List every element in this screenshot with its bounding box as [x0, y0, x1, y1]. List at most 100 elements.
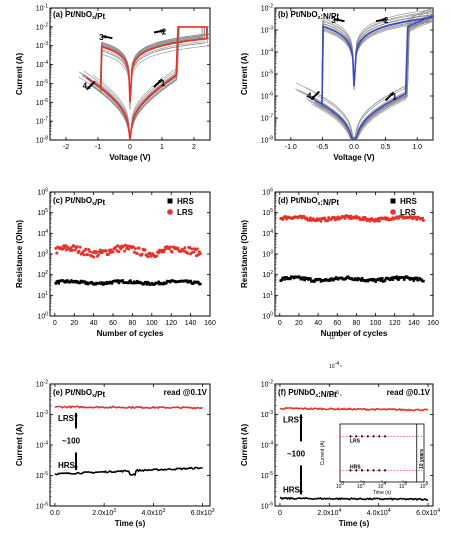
y-axis-label: Resistance (Ohm)	[240, 220, 249, 288]
inset-hrs-point	[355, 469, 358, 472]
data-point-lrs	[82, 253, 86, 257]
iv-cycle-line	[315, 9, 433, 140]
data-point-hrs	[156, 281, 159, 285]
y-tick-label: 104	[262, 229, 273, 238]
x-axis-label: Number of cycles	[97, 329, 164, 338]
x-axis-label: Time (s)	[339, 519, 370, 528]
y-tick-label: 105	[37, 208, 48, 217]
legend-marker-lrs	[167, 209, 173, 215]
data-point-lrs	[170, 250, 174, 254]
data-point-lrs	[69, 246, 73, 250]
y-tick-label: 103	[262, 250, 273, 259]
sweep-arrow-label: 3	[331, 16, 336, 25]
panel-e-retention: 10-6 10-5 10-4 10-3 10-2 0.0 2.0x103 4.0x103 6.0…	[15, 380, 215, 529]
data-point-lrs	[73, 248, 77, 252]
iv-cycle-line	[295, 13, 433, 140]
sweep-arrow-label: 1	[161, 79, 166, 88]
read-note: read @0.1V	[164, 388, 208, 397]
y-tick-label: 100	[37, 312, 48, 321]
y-tick-label: 10-3	[36, 410, 48, 419]
data-point-lrs	[77, 249, 81, 253]
y-axis-label: Current (A)	[15, 53, 24, 96]
data-point-hrs	[420, 278, 423, 281]
sweep-arrow-head	[389, 92, 394, 97]
x-tick-label: 6.0x104	[416, 508, 440, 517]
ratio-arrow-down-head	[74, 466, 78, 470]
inset-plot: 100 102 104 106 108 10-6 10-4 10-2 Time (s) Curre…	[320, 332, 428, 496]
data-point-lrs	[420, 216, 424, 220]
data-point-lrs	[88, 250, 92, 254]
data-point-hrs	[360, 276, 364, 280]
data-point-lrs	[117, 250, 121, 254]
sweep-arrow-label: 4	[307, 92, 312, 101]
x-tick-label: 0.0	[50, 510, 60, 517]
x-axis-label: Voltage (V)	[333, 153, 375, 162]
data-point-hrs	[418, 277, 421, 280]
x-tick-label: 20	[70, 320, 78, 327]
data-point-lrs	[192, 250, 196, 254]
sweep-arrow-head	[382, 18, 387, 22]
data-point-hrs	[378, 278, 381, 282]
panel-b-iv-curve: 10-8 10-7 10-6 10-5 10-4 10-3 10-2 -1.0 -0.5 0.0 0…	[240, 4, 434, 162]
data-point-hrs	[302, 276, 306, 279]
data-point-hrs	[394, 276, 397, 280]
y-tick-label: 101	[262, 291, 273, 300]
data-point-hrs	[94, 283, 97, 286]
y-tick-label: 10-3	[36, 41, 48, 50]
data-point-lrs	[176, 246, 180, 250]
data-point-hrs	[395, 275, 398, 278]
sweep-arrow-label: 3	[99, 33, 104, 42]
data-point-hrs	[57, 282, 61, 285]
y-tick-label: 10-2	[261, 4, 273, 13]
data-point-lrs	[415, 218, 419, 222]
y-tick-label: 102	[37, 270, 48, 279]
panel-d-resistance-cycles: 100 101 102 103 104 105 106 0 20 40 60 80 100 120 140 1…	[240, 188, 439, 339]
inset-x-tick-label: 102	[357, 481, 366, 490]
data-point-hrs	[328, 279, 331, 282]
data-point-hrs	[135, 281, 138, 284]
data-point-lrs	[332, 215, 336, 219]
inset-x-tick-label: 100	[336, 481, 345, 490]
inset-lrs-point	[349, 435, 352, 438]
x-tick-label: 0	[278, 320, 282, 327]
inset-lrs-point	[366, 435, 369, 438]
data-point-hrs	[422, 279, 425, 283]
inset-x-tick-label: 106	[399, 481, 408, 490]
data-point-hrs	[285, 276, 288, 279]
data-point-hrs	[185, 279, 189, 282]
y-tick-label: 10-4	[261, 48, 273, 57]
data-point-hrs	[356, 278, 359, 282]
data-point-lrs	[137, 246, 141, 250]
data-point-lrs	[78, 245, 82, 249]
ratio-arrow-down-head	[299, 490, 303, 495]
x-tick-label: 140	[185, 320, 197, 327]
data-point-hrs	[416, 278, 419, 282]
read-note: read @0.1V	[387, 388, 431, 397]
data-point-hrs	[189, 279, 192, 283]
x-tick-label: -0.5	[316, 144, 328, 151]
data-point-lrs	[155, 254, 159, 258]
y-tick-label: 105	[262, 208, 273, 217]
lrs-label: LRS	[283, 415, 300, 424]
panel-title: (e) Pt/NbOx/Pt	[53, 388, 105, 399]
retention-line-hrs	[54, 466, 203, 477]
inset-hrs-point	[366, 469, 369, 472]
sweep-arrow-head	[311, 95, 316, 100]
data-point-hrs	[391, 278, 395, 281]
data-point-hrs	[192, 281, 195, 285]
data-point-lrs	[92, 255, 96, 259]
data-point-hrs	[85, 281, 89, 284]
panel-f-retention: 10-6 10-5 10-4 10-3 10-2 0 2.0x104 4.0x104 6.0x1…	[240, 332, 440, 528]
data-point-hrs	[289, 277, 292, 281]
data-point-hrs	[298, 276, 302, 279]
x-tick-label: 0	[278, 510, 282, 517]
inset-hrs-point	[384, 469, 387, 472]
data-point-lrs	[104, 249, 108, 253]
panel-title: (f) Pt/NbOx:N/Pt	[278, 388, 337, 399]
data-point-hrs	[83, 280, 87, 284]
inset-lrs-point	[372, 435, 375, 438]
data-point-lrs	[400, 214, 404, 218]
x-axis-label: Number of cycles	[321, 329, 388, 338]
iv-cycles	[295, 8, 433, 140]
